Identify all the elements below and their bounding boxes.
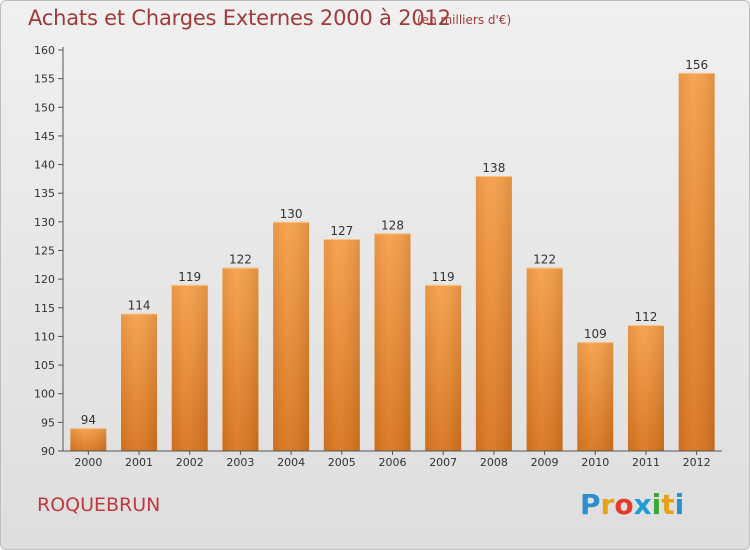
y-tick-label-160: 160 <box>34 44 55 57</box>
proxiti-logo: Proxiti <box>580 488 684 521</box>
data-label-2010: 109 <box>584 327 607 341</box>
x-tick-label-2012: 2012 <box>683 456 711 469</box>
bar-shade-2003 <box>222 267 259 451</box>
y-tick-label-105: 105 <box>34 359 55 372</box>
data-label-2001: 114 <box>128 299 151 313</box>
y-tick-label-110: 110 <box>34 330 55 343</box>
bar-shade-2005 <box>323 239 360 451</box>
y-tick-label-150: 150 <box>34 101 55 114</box>
town-name: ROQUEBRUN <box>37 494 161 516</box>
bar-shade-2006 <box>374 233 411 451</box>
bar-shade-2000 <box>70 428 107 451</box>
logo-letter-5: t <box>661 488 675 521</box>
x-tick-label-2009: 2009 <box>531 456 559 469</box>
data-label-2006: 128 <box>381 218 404 232</box>
data-label-2007: 119 <box>432 270 455 284</box>
data-label-2002: 119 <box>178 270 201 284</box>
x-tick-label-2003: 2003 <box>226 456 254 469</box>
data-label-2005: 127 <box>330 224 353 238</box>
x-tick-label-2011: 2011 <box>632 456 660 469</box>
x-tick-label-2007: 2007 <box>429 456 457 469</box>
bar-shade-2002 <box>171 284 208 451</box>
bar-shade-2007 <box>425 284 462 451</box>
y-tick-label-100: 100 <box>34 388 55 401</box>
y-tick-label-115: 115 <box>34 302 55 315</box>
data-label-2004: 130 <box>280 207 303 221</box>
y-tick-label-145: 145 <box>34 130 55 143</box>
bar-shade-2008 <box>475 176 512 451</box>
y-tick-label-90: 90 <box>41 445 55 458</box>
x-tick-label-2001: 2001 <box>125 456 153 469</box>
bar-shade-2004 <box>273 221 310 451</box>
y-tick-label-140: 140 <box>34 159 55 172</box>
bar-shade-2011 <box>627 324 664 451</box>
bar-shade-2010 <box>577 342 614 451</box>
logo-letter-3: x <box>633 488 652 521</box>
bar-shade-2012 <box>678 72 715 452</box>
y-tick-label-135: 135 <box>34 187 55 200</box>
logo-letter-0: P <box>580 488 601 521</box>
logo-letter-1: r <box>600 488 615 521</box>
y-tick-label-95: 95 <box>41 416 55 429</box>
data-label-2003: 122 <box>229 253 252 267</box>
y-tick-label-125: 125 <box>34 245 55 258</box>
chart-title: Achats et Charges Externes 2000 à 2012 <box>28 6 451 30</box>
x-tick-label-2000: 2000 <box>74 456 102 469</box>
x-tick-label-2010: 2010 <box>581 456 609 469</box>
data-label-2009: 122 <box>533 253 556 267</box>
y-tick-label-130: 130 <box>34 216 55 229</box>
y-tick-label-155: 155 <box>34 73 55 86</box>
bar-shade-2009 <box>526 267 563 451</box>
data-label-2012: 156 <box>685 58 708 72</box>
data-label-2008: 138 <box>482 161 505 175</box>
data-label-2000: 94 <box>81 413 96 427</box>
x-tick-label-2005: 2005 <box>328 456 356 469</box>
logo-letter-2: o <box>614 488 634 521</box>
x-tick-label-2002: 2002 <box>176 456 204 469</box>
x-tick-label-2004: 2004 <box>277 456 305 469</box>
bar-shade-2001 <box>121 313 158 451</box>
logo-letter-4: i <box>651 488 662 521</box>
data-label-2011: 112 <box>635 310 658 324</box>
logo-letter-6: i <box>674 488 685 521</box>
x-tick-label-2006: 2006 <box>379 456 407 469</box>
chart-subtitle: (en milliers d'€) <box>417 13 512 27</box>
x-tick-label-2008: 2008 <box>480 456 508 469</box>
y-tick-label-120: 120 <box>34 273 55 286</box>
